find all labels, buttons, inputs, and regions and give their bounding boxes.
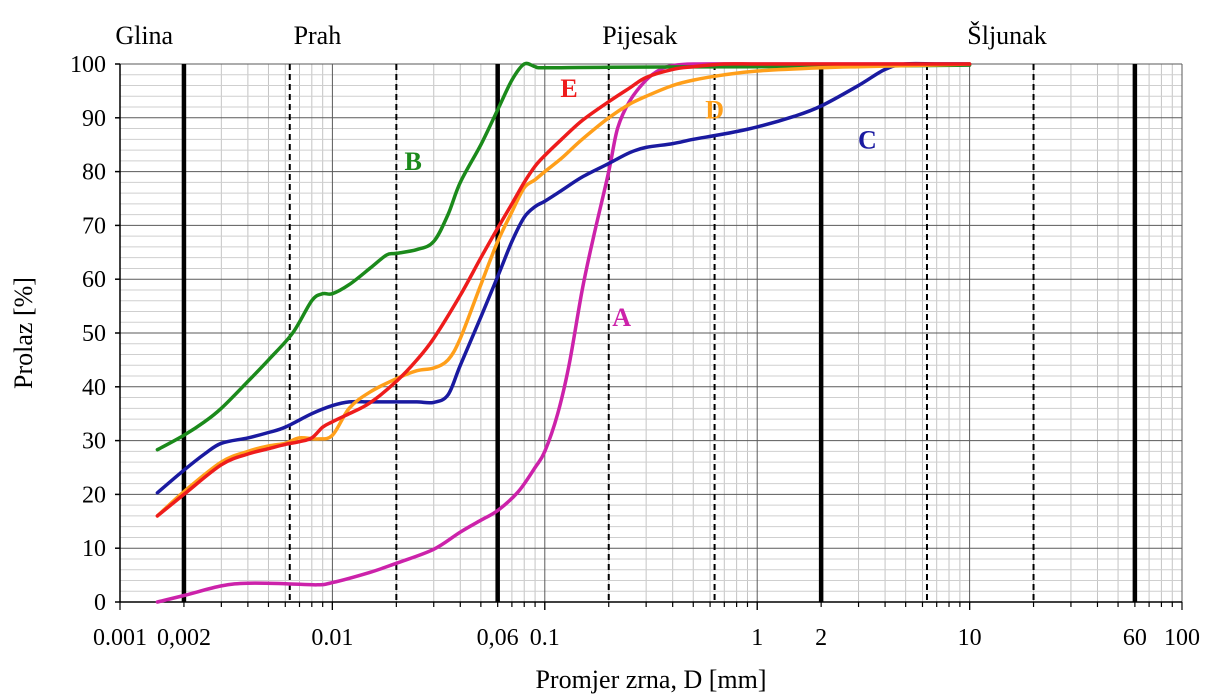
region-label: Prah (294, 21, 342, 50)
y-tick-label: 20 (82, 482, 106, 508)
series-label-e: E (560, 74, 577, 103)
y-tick-label: 90 (82, 106, 106, 132)
x-tick-label: 0,06 (477, 625, 519, 651)
y-tick-label: 50 (82, 321, 106, 347)
x-tick-label: 0.001 (93, 625, 147, 651)
y-tick-label: 30 (82, 429, 106, 455)
series-line-e (155, 62, 972, 518)
tick-labels: 0 10 20 30 40 50 60 70 80 90 100 0.001 0,002 0.01 0,06… (70, 52, 1200, 651)
x-tick-label: 0.1 (530, 625, 560, 651)
x-tick-label: 10 (958, 625, 982, 651)
series-label-c: C (858, 125, 877, 154)
x-tick-label: 0,002 (157, 625, 211, 651)
y-tick-label: 70 (82, 213, 106, 239)
y-tick-label: 40 (82, 375, 106, 401)
axes (115, 63, 1183, 610)
y-tick-label: 0 (94, 590, 106, 616)
y-tick-label: 60 (82, 267, 106, 293)
x-axis-title: Promjer zrna, D [mm] (535, 665, 766, 694)
x-tick-label: 2 (815, 625, 827, 651)
data-series (155, 61, 972, 604)
y-tick-label: 100 (70, 52, 106, 78)
region-label: Šljunak (967, 21, 1046, 50)
region-label: Glina (115, 21, 173, 50)
major-grid (119, 63, 1183, 603)
x-tick-label: 1 (751, 625, 763, 651)
region-labels: Glina Prah Pijesak Šljunak (115, 21, 1046, 50)
series-line-d (155, 62, 972, 518)
series-line-b (155, 61, 972, 452)
x-tick-label: 100 (1164, 625, 1200, 651)
series-label-d: D (705, 96, 724, 125)
region-label: Pijesak (602, 21, 677, 50)
y-axis-title: Prolaz [%] (9, 277, 38, 389)
series-label-b: B (404, 147, 421, 176)
x-tick-label: 0.01 (311, 625, 353, 651)
y-tick-label: 80 (82, 160, 106, 186)
y-tick-label: 10 (82, 536, 106, 562)
series-label-a: A (612, 303, 631, 332)
series-labels: A B C D E (404, 74, 876, 332)
x-tick-label: 60 (1123, 625, 1147, 651)
series-line-c (155, 61, 972, 495)
